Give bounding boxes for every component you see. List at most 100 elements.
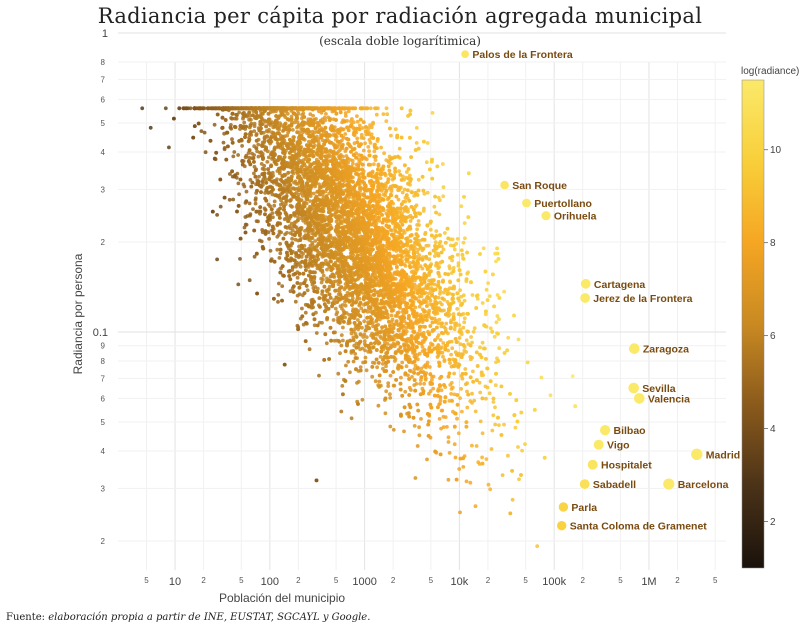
municipality-point (423, 230, 428, 235)
municipality-point (447, 451, 452, 455)
municipality-point (377, 379, 382, 384)
municipality-point (335, 338, 339, 343)
municipality-point (457, 323, 462, 327)
municipality-point (470, 340, 474, 345)
municipality-point (360, 397, 365, 402)
municipality-point (442, 358, 447, 362)
municipality-point (306, 265, 311, 269)
municipality-point (388, 228, 393, 232)
municipality-point (437, 317, 442, 322)
municipality-point (378, 355, 383, 359)
municipality-point (471, 329, 476, 334)
municipality-point (438, 198, 442, 203)
municipality-point (470, 401, 474, 405)
municipality-point (311, 305, 315, 310)
municipality-point (494, 320, 499, 325)
municipality-point (215, 213, 220, 217)
municipality-point (502, 289, 506, 294)
municipality-point (480, 301, 485, 305)
municipality-point (392, 383, 397, 388)
municipality-point (408, 219, 413, 223)
municipality-point (249, 121, 254, 126)
municipality-point (445, 425, 449, 429)
municipality-point (282, 217, 287, 222)
municipality-point (470, 443, 474, 448)
municipality-point (425, 223, 430, 228)
municipality-point (424, 160, 429, 165)
municipality-point (364, 368, 369, 373)
municipality-point (436, 333, 441, 337)
municipality-point (441, 341, 446, 345)
municipality-point (289, 221, 294, 226)
municipality-point (468, 480, 473, 485)
municipality-point (295, 275, 300, 280)
municipality-point (461, 465, 466, 469)
municipality-point (420, 266, 425, 271)
municipality-point (417, 425, 421, 430)
municipality-point (221, 140, 226, 145)
municipality-point (392, 344, 397, 349)
municipality-point (441, 247, 446, 252)
municipality-point (232, 116, 237, 121)
municipality-point (431, 386, 436, 391)
municipality-point (425, 190, 430, 195)
municipality-point (188, 106, 193, 111)
municipality-point (313, 239, 318, 243)
municipality-point (502, 422, 506, 427)
municipality-point (493, 405, 497, 410)
municipality-point (497, 423, 501, 427)
municipality-point (236, 282, 241, 287)
municipality-point (487, 391, 492, 396)
municipality-point (458, 288, 462, 293)
municipality-point (422, 191, 427, 196)
municipality-point (228, 172, 232, 176)
municipality-point (280, 201, 285, 206)
municipality-point (272, 203, 277, 208)
municipality-point (248, 178, 253, 182)
municipality-point (378, 334, 383, 339)
municipality-point (148, 125, 153, 130)
municipality-point (425, 457, 429, 462)
municipality-point (470, 293, 475, 297)
municipality-point (267, 170, 271, 175)
municipality-point (516, 337, 521, 342)
municipality-point (452, 327, 457, 332)
municipality-point (231, 197, 236, 202)
municipality-point (450, 237, 455, 242)
municipality-point (463, 382, 468, 387)
municipality-point (438, 289, 443, 294)
municipality-point (432, 254, 437, 258)
municipality-point (341, 325, 345, 330)
municipality-point (333, 306, 338, 311)
municipality-point (439, 408, 444, 413)
municipality-point (277, 256, 282, 260)
municipality-point (439, 345, 444, 350)
municipality-point (397, 169, 401, 174)
municipality-point (438, 398, 443, 403)
municipality-point (368, 106, 373, 111)
municipality-point (240, 144, 245, 148)
municipality-point (325, 276, 329, 281)
municipality-point (474, 444, 479, 448)
municipality-point (484, 287, 489, 292)
municipality-point (383, 411, 388, 416)
municipality-point (388, 424, 393, 429)
municipality-point (464, 479, 469, 484)
municipality-point (442, 308, 446, 313)
municipality-point (425, 141, 430, 145)
municipality-point (349, 119, 353, 124)
municipality-point (392, 173, 397, 178)
municipality-point (285, 111, 290, 116)
municipality-point (386, 315, 390, 320)
municipality-point (480, 455, 484, 460)
municipality-point (339, 343, 344, 348)
municipality-point (451, 364, 456, 368)
municipality-point (253, 201, 258, 206)
municipality-point (539, 375, 544, 380)
municipality-point (355, 114, 359, 118)
municipality-point (390, 330, 395, 334)
municipality-point (279, 230, 283, 235)
municipality-point (256, 154, 261, 159)
municipality-point (238, 257, 242, 261)
municipality-point (479, 373, 484, 378)
